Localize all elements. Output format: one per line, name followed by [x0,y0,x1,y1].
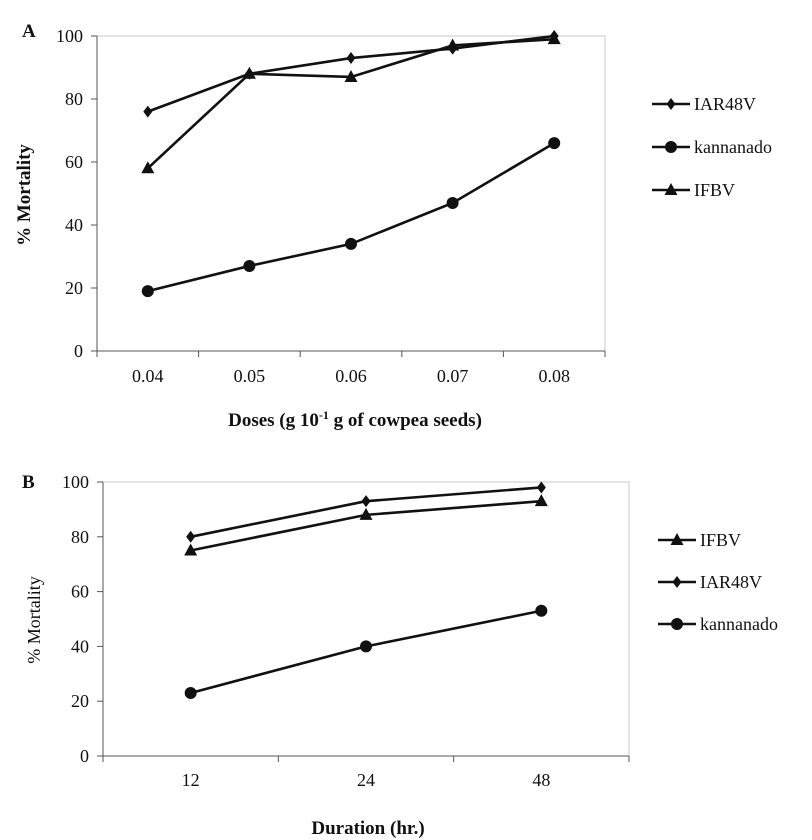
panel-a-y-tick-label: 80 [65,89,83,109]
panel-a-y-tick-label: 60 [65,152,83,172]
point-IFBV-0.06 [344,69,358,82]
panel-b-y-tick-label: 0 [80,746,89,766]
legend-marker-IAR48V [666,98,676,110]
panel-a-x-tick-label: 0.04 [132,366,164,386]
panel-b-y-tick-label: 60 [71,582,89,602]
series-line-kannanado [147,141,555,293]
panel-a-plot-border [96,35,606,352]
point-IAR48V-48 [536,481,546,494]
panel-b-xlabel: Duration (hr.) [311,818,424,839]
point-IFBV-24 [359,507,373,520]
panel-b-plot-border [102,481,630,757]
point-IAR48V-0.06 [346,52,356,65]
point-IFBV-0.04 [141,161,155,174]
panel-a-x-tick-label: 0.08 [538,366,570,386]
legend-marker-kannanado [671,618,683,630]
panel-a-y-tick-label: 0 [74,341,83,361]
point-IAR48V-12 [186,530,196,543]
legend-label-IAR48V: IAR48V [694,94,756,114]
panel-a-y-tick-label: 20 [65,278,83,298]
point-IFBV-48 [534,494,548,507]
panel-b-y-tick-label: 20 [71,691,89,711]
panel-a-x-tick-label: 0.07 [437,366,469,386]
panel-b-label: B [22,472,35,493]
legend-label-IFBV: IFBV [694,180,735,200]
panel-a-ylabel: % Mortality [14,144,35,246]
point-kannanado-12 [184,686,197,699]
panel-b-x-tick-label: 48 [532,770,550,790]
point-kannanado-0.04 [141,285,154,298]
panel-a-x-tick-label: 0.06 [335,366,367,386]
point-kannanado-24 [360,640,372,653]
point-IFBV-0.08 [547,32,561,45]
panel-a-label: A [22,21,36,42]
point-kannanado-0.07 [446,196,459,209]
panel-a-x-tick-label: 0.05 [234,366,266,386]
legend-marker-IFBV [664,183,678,195]
panel-a: A % Mortality Doses (g 10-1 g of cowpea … [14,21,772,431]
legend-marker-IFBV [670,533,684,545]
legend-marker-IAR48V [672,576,682,588]
panel-a-y-tick-label: 100 [56,26,83,46]
point-IFBV-0.07 [446,38,460,51]
panel-a-y-tick-label: 40 [65,215,83,235]
point-kannanado-0.06 [345,237,357,250]
point-kannanado-0.05 [243,259,256,272]
point-IFBV-0.05 [242,66,256,79]
legend-label-kannanado: kannanado [694,137,772,157]
legend-marker-kannanado [665,141,677,153]
point-IAR48V-24 [361,495,371,508]
panel-a-xlabel: Doses (g 10-1 g of cowpea seeds) [228,408,482,431]
panel-b-x-tick-label: 12 [182,770,200,790]
point-IAR48V-0.04 [143,105,153,118]
legend-label-IAR48V: IAR48V [700,572,762,592]
legend-label-IFBV: IFBV [700,530,741,550]
point-IFBV-12 [184,543,198,556]
panel-b: B % Mortality Duration (hr.) 0 20 40 60 80 10… [22,472,778,839]
point-kannanado-48 [535,604,548,617]
legend-label-kannanado: kannanado [700,614,778,634]
panel-b-x-tick-label: 24 [357,770,375,790]
panel-b-ylabel: % Mortality [24,576,44,664]
panel-b-y-tick-label: 100 [62,472,89,492]
point-kannanado-0.08 [548,137,561,150]
panel-b-y-tick-label: 80 [71,527,89,547]
panel-b-y-tick-label: 40 [71,636,89,656]
